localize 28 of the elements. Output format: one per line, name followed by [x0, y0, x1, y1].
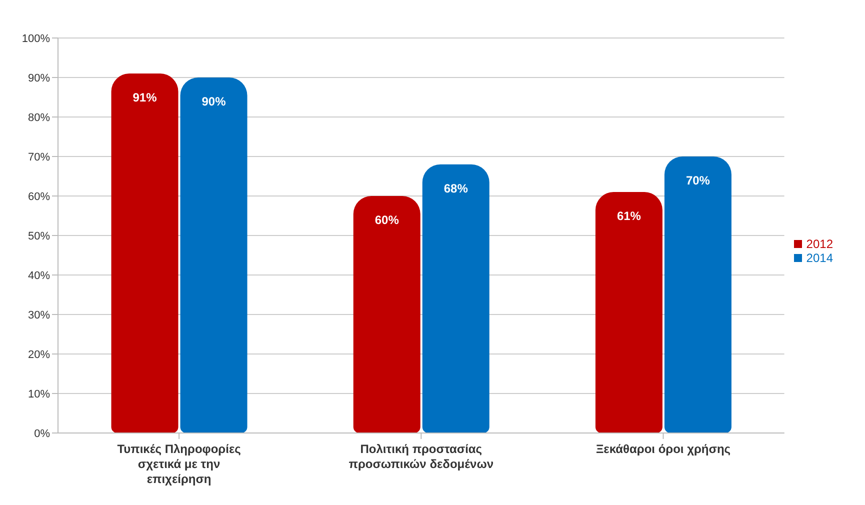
- bar: [595, 192, 662, 433]
- bar: [111, 74, 178, 433]
- legend-label: 2012: [806, 236, 833, 250]
- y-tick-label: 70%: [28, 151, 50, 164]
- y-tick-label: 60%: [28, 190, 50, 203]
- data-label: 70%: [686, 174, 710, 188]
- y-tick-label: 90%: [28, 72, 50, 84]
- y-tick-label: 0%: [34, 428, 50, 440]
- data-label: 68%: [444, 181, 468, 196]
- bar: [353, 196, 420, 433]
- y-tick-label: 50%: [28, 230, 50, 242]
- data-label: 90%: [202, 94, 226, 108]
- bar: [180, 78, 248, 433]
- y-tick-label: 100%: [22, 32, 50, 45]
- bar: [664, 156, 732, 433]
- legend-label: 2014: [806, 250, 833, 264]
- x-tick-label: Ξεκάθαροι όροι χρήσης: [596, 442, 731, 456]
- x-tick-label: Πολιτική προστασίας προσωπικών δεδομένων: [348, 442, 494, 471]
- data-label: 61%: [616, 209, 642, 224]
- y-tick-label: 80%: [28, 112, 50, 124]
- y-tick-label: 30%: [28, 309, 50, 322]
- y-tick-label: 10%: [28, 388, 50, 400]
- x-tick-label: Τυπικές Πληροφορίες σχετικά με την επιχείρηση: [117, 442, 241, 486]
- data-label: 60%: [374, 213, 400, 227]
- y-tick-label: 20%: [28, 348, 50, 361]
- data-label: 91%: [132, 90, 158, 105]
- y-tick-label: 40%: [28, 270, 50, 282]
- bar: [422, 164, 490, 433]
